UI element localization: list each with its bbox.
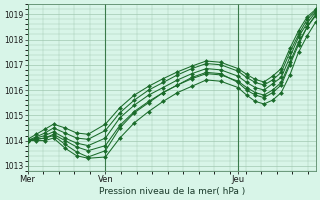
X-axis label: Pression niveau de la mer( hPa ): Pression niveau de la mer( hPa ) — [99, 187, 245, 196]
